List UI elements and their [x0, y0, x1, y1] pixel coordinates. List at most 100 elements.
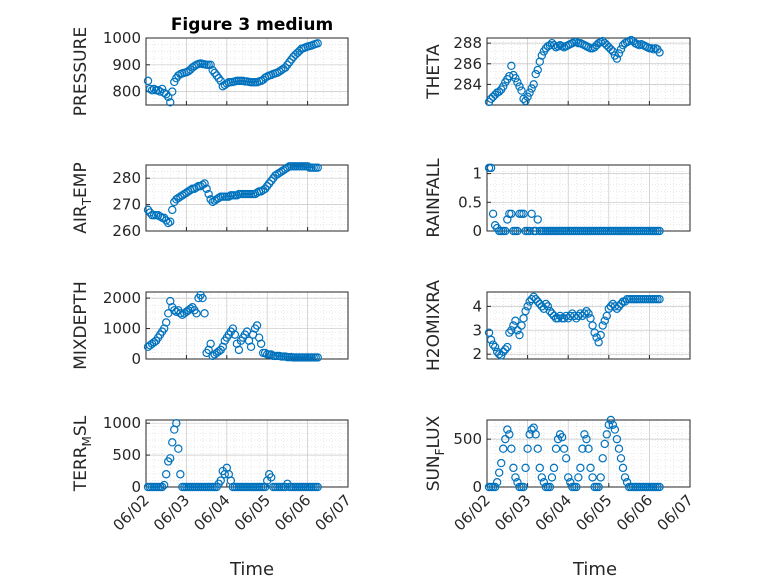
y-axis-label: PRESSURE [71, 27, 91, 116]
data-point [529, 80, 538, 89]
data-point [206, 339, 215, 348]
data-point [594, 482, 603, 492]
data-point [614, 49, 624, 58]
data-point [578, 444, 587, 453]
data-point [547, 473, 557, 482]
data-point [507, 444, 516, 453]
data-point [486, 163, 496, 173]
y-tick-label: 1000 [103, 320, 141, 338]
data-point [557, 433, 567, 442]
data-point [531, 226, 540, 236]
data-point [176, 309, 185, 318]
y-axis-label: AIRTEMP [71, 162, 94, 233]
y-axis-label: THETA [424, 44, 444, 100]
subplot-mixdepth: 0 1000 2000 MIXDEPTH [71, 281, 349, 370]
data-point [513, 226, 522, 236]
data-point [513, 326, 522, 335]
data-point [511, 73, 520, 83]
data-point [159, 480, 169, 490]
data-point [519, 209, 528, 218]
data-point [600, 316, 609, 325]
data-point [499, 444, 508, 453]
data-point [511, 316, 520, 325]
y-tick-label: 0.5 [458, 193, 482, 211]
data-point [655, 294, 664, 304]
data-point [157, 482, 167, 492]
data-point [525, 226, 534, 236]
data-point [535, 463, 544, 473]
data-point [168, 205, 177, 215]
data-point [604, 420, 614, 429]
data-point [161, 318, 171, 327]
data-point [246, 342, 256, 352]
data-point [503, 215, 512, 224]
y-tick-label: 1000 [103, 29, 141, 47]
data-point [616, 45, 626, 54]
data-point [313, 163, 322, 172]
data-point [592, 333, 601, 342]
data-point [535, 299, 544, 309]
data-point [281, 63, 290, 72]
data-point [503, 425, 512, 434]
data-point [533, 65, 542, 75]
data-point [549, 41, 559, 50]
subplot-air_temp: 260 270 280 AIRTEMP [71, 162, 349, 240]
data-point [521, 463, 530, 473]
data-point [612, 434, 622, 444]
data-point [551, 444, 561, 453]
data-point [200, 309, 209, 318]
data-point [260, 348, 270, 358]
data-point [507, 326, 516, 335]
data-point [521, 96, 530, 106]
data-point [519, 94, 528, 104]
data-point [204, 189, 213, 199]
data-point [252, 321, 262, 330]
data-point [499, 347, 508, 357]
data-point [537, 302, 547, 311]
y-tick-label: 1000 [103, 414, 141, 432]
data-point [265, 179, 274, 188]
data-point [545, 306, 555, 316]
data-point [523, 92, 532, 101]
data-point [559, 444, 569, 453]
y-tick-label: 900 [112, 56, 141, 74]
data-point [616, 299, 626, 309]
data-point [230, 330, 240, 339]
y-tick-label: 4 [472, 297, 482, 315]
data-point [618, 463, 628, 473]
data-point [164, 218, 173, 228]
data-point [222, 79, 231, 88]
data-point [525, 88, 534, 97]
data-point [143, 205, 153, 215]
y-tick-label: 0 [472, 222, 482, 240]
data-point [606, 45, 616, 54]
data-point [507, 61, 516, 71]
data-point [157, 84, 167, 94]
data-point [494, 87, 504, 96]
y-tick-label: 288 [453, 34, 482, 52]
subplot-theta: 284 286 288 THETA [424, 34, 691, 107]
y-tick-label: 286 [453, 55, 482, 73]
data-point [214, 73, 223, 83]
subplot-pressure: 800 900 1000 PRESSURE [71, 27, 349, 116]
data-point [545, 482, 555, 492]
data-point [313, 353, 322, 362]
data-point [561, 454, 571, 463]
data-point [509, 321, 518, 330]
data-point [547, 309, 557, 318]
data-point [525, 430, 534, 439]
data-point [622, 478, 632, 487]
data-point [541, 299, 551, 309]
data-point [553, 314, 563, 323]
data-point [576, 463, 585, 473]
data-point [212, 71, 221, 80]
data-point [210, 68, 219, 78]
data-point [537, 473, 547, 482]
data-point [494, 468, 504, 477]
data-point [612, 54, 622, 63]
y-tick-label: 500 [112, 446, 141, 464]
data-point [492, 478, 502, 487]
data-point [519, 482, 528, 492]
data-point [192, 309, 201, 318]
data-point [602, 430, 611, 439]
